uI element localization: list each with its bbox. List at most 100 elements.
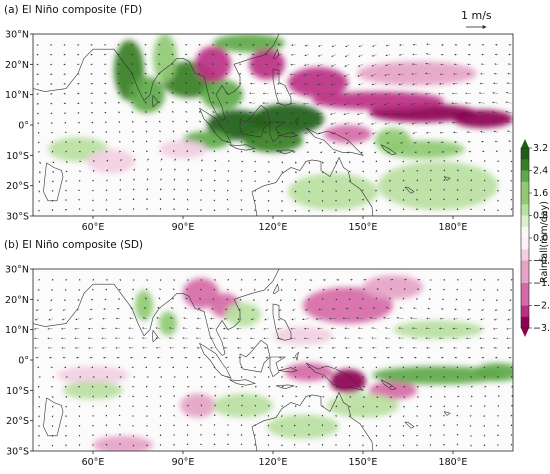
wind-vector bbox=[443, 395, 446, 398]
lat-tick-label: 20°N bbox=[5, 60, 29, 71]
wind-vector bbox=[443, 405, 446, 407]
wind-vector bbox=[254, 395, 257, 397]
wind-vector bbox=[239, 111, 242, 114]
wind-vector bbox=[104, 92, 107, 95]
panel-a-title: (a) El Niño composite (FD) bbox=[4, 4, 143, 16]
wind-vector bbox=[92, 170, 95, 172]
wind-vector bbox=[226, 121, 229, 124]
wind-vector bbox=[342, 317, 350, 320]
lat-tick-label: 30°N bbox=[5, 265, 29, 276]
wind-vector bbox=[333, 151, 337, 154]
wind-vector bbox=[145, 288, 148, 291]
wind-vector bbox=[144, 111, 148, 114]
wind-vector bbox=[37, 131, 40, 134]
colorbar-segment bbox=[521, 159, 529, 171]
wind-vector bbox=[292, 308, 296, 311]
wind-vector bbox=[117, 102, 121, 104]
panel-b-rain-patch bbox=[183, 278, 219, 309]
wind-vector bbox=[240, 404, 243, 407]
wind-vector bbox=[507, 72, 512, 75]
wind-vector bbox=[481, 140, 485, 143]
wind-vector bbox=[384, 102, 391, 106]
colorbar-segment bbox=[521, 305, 529, 318]
wind-vector bbox=[508, 140, 512, 143]
wind-vector bbox=[372, 307, 377, 310]
wind-vector bbox=[385, 83, 391, 86]
wind-vector bbox=[155, 327, 161, 329]
wind-vector bbox=[372, 44, 377, 47]
panel-a-coastlines bbox=[33, 34, 451, 216]
wind-vector bbox=[335, 405, 338, 408]
wind-vector bbox=[160, 168, 162, 172]
wind-vector bbox=[212, 111, 215, 114]
wind-vector bbox=[384, 112, 391, 115]
wind-vector bbox=[429, 179, 432, 182]
wind-vector bbox=[411, 102, 418, 105]
panel-b-axis-ticks: 30°N 20°N 10°N 0° 10°S 20°S 30°S 60°E 90°E 120°E 1… bbox=[5, 265, 467, 469]
wind-vector bbox=[173, 168, 176, 172]
panel-b-rain-patch bbox=[285, 363, 333, 382]
wind-vector bbox=[493, 130, 499, 133]
wind-vector bbox=[316, 112, 323, 115]
wind-vector bbox=[158, 120, 161, 123]
wind-vector bbox=[505, 91, 512, 94]
wind-vector bbox=[398, 83, 404, 86]
coastline bbox=[278, 132, 298, 138]
wind-vector bbox=[317, 54, 323, 57]
wind-vector bbox=[131, 298, 134, 300]
wind-vector bbox=[237, 318, 242, 321]
wind-vector bbox=[145, 120, 148, 123]
panel-b-rain-patch bbox=[159, 311, 177, 336]
wind-vector bbox=[36, 102, 40, 105]
wind-vector bbox=[132, 130, 135, 133]
wind-vector bbox=[158, 297, 161, 300]
wind-vector bbox=[399, 132, 404, 135]
wind-vector bbox=[331, 132, 337, 135]
lat-tick-label: 20°S bbox=[6, 416, 29, 427]
wind-vector bbox=[304, 64, 310, 66]
wind-vector bbox=[249, 121, 256, 124]
colorbar-tick-label: 2.4 bbox=[533, 166, 548, 177]
wind-vector bbox=[77, 298, 80, 301]
wind-vector bbox=[104, 121, 107, 124]
wind-vector bbox=[370, 73, 377, 77]
wind-vector bbox=[416, 169, 418, 172]
coastline bbox=[199, 343, 232, 379]
wind-vector bbox=[482, 150, 485, 153]
wind-vector bbox=[370, 93, 377, 96]
wind-vector bbox=[213, 404, 216, 407]
wind-vector bbox=[370, 102, 377, 106]
wind-vector bbox=[159, 150, 162, 153]
wind-vector bbox=[411, 122, 418, 125]
wind-vector bbox=[483, 288, 486, 291]
panel-a: 30°N 20°N 10°N 0° 10°S 20°S 30°S 60°E 90°E 120°E 1… bbox=[5, 30, 514, 233]
wind-vector bbox=[443, 179, 445, 182]
wind-vector bbox=[302, 318, 310, 321]
wind-vector bbox=[239, 102, 242, 104]
wind-vector bbox=[88, 318, 94, 320]
wind-vector bbox=[410, 317, 418, 319]
wind-vector bbox=[200, 404, 203, 407]
colorbar-segment bbox=[521, 260, 529, 273]
wind-vector bbox=[200, 140, 202, 143]
wind-vector bbox=[470, 169, 472, 172]
coastline bbox=[239, 104, 271, 138]
wind-vector bbox=[104, 102, 107, 104]
wind-vector bbox=[34, 318, 40, 321]
wind-vector bbox=[212, 92, 215, 94]
colorbar-tick-label: −0.8 bbox=[533, 256, 550, 267]
wind-vector bbox=[89, 308, 94, 311]
wind-vector bbox=[493, 327, 499, 330]
wind-vector bbox=[52, 170, 54, 173]
wind-vector bbox=[105, 141, 108, 144]
wind-vector bbox=[170, 307, 175, 310]
wind-vector bbox=[105, 131, 108, 134]
wind-vector bbox=[281, 180, 283, 183]
wind-vector bbox=[254, 180, 256, 183]
wind-vector bbox=[290, 122, 296, 124]
wind-vector bbox=[63, 299, 67, 301]
wind-vector bbox=[429, 159, 432, 162]
wind-vector bbox=[132, 288, 135, 291]
reference-vector-label: 1 m/s bbox=[461, 9, 492, 22]
wind-vector bbox=[200, 394, 203, 397]
